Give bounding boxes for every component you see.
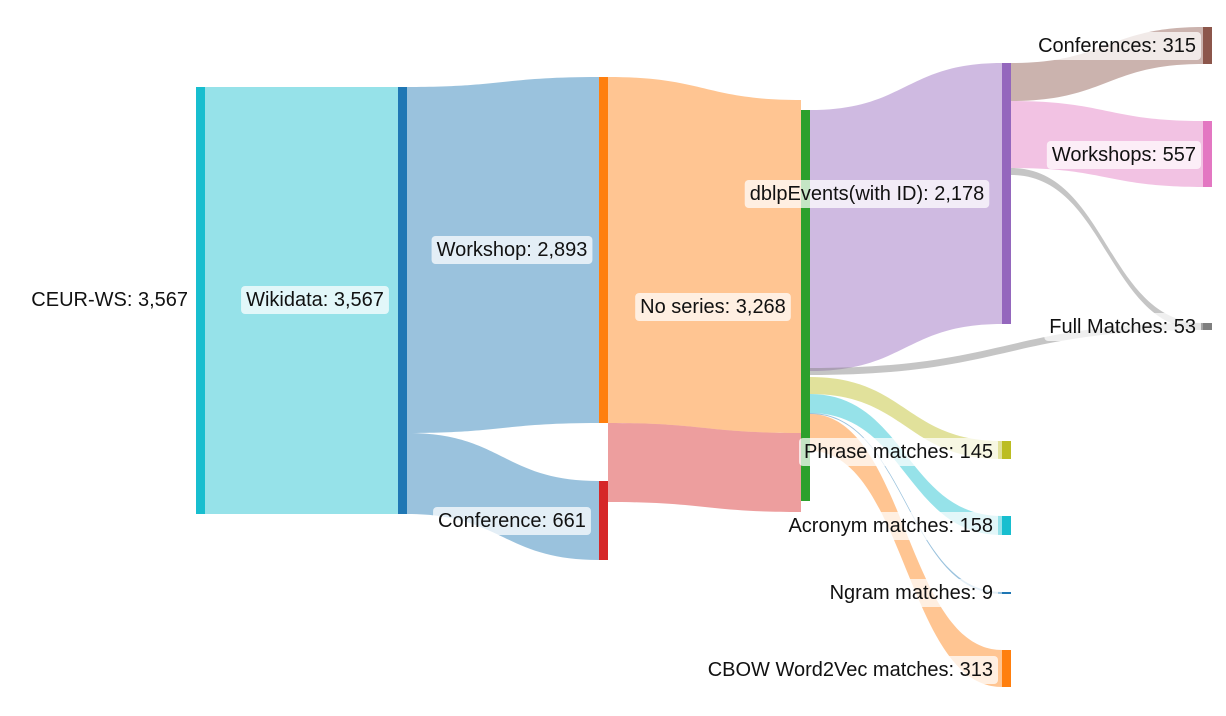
- label-background: [241, 286, 389, 314]
- label-background: [1046, 141, 1201, 169]
- node-ceur: [196, 87, 205, 514]
- link-noseries-to-cbow: [810, 414, 1002, 687]
- node-label-fullmatches: Full Matches: 53: [1049, 316, 1196, 338]
- label-background: [783, 512, 998, 540]
- link-wikidata-to-conference: [407, 433, 599, 560]
- link-workshop-to-noseries: [608, 77, 801, 433]
- node-label-phrase: Phrase matches: 145: [804, 441, 993, 463]
- sankey-nodes: [196, 27, 1212, 687]
- label-background: [431, 236, 593, 264]
- link-conference-to-noseries: [608, 423, 801, 512]
- link-noseries-to-ngram: [810, 413, 1002, 594]
- node-workshops: [1203, 121, 1212, 187]
- label-background: [635, 293, 791, 321]
- link-dblp-to-fullmatches: [1011, 168, 1203, 330]
- node-label-conference: Conference: 661: [438, 510, 586, 532]
- label-background: [1044, 313, 1201, 341]
- node-conferences: [1203, 27, 1212, 64]
- node-ngram: [1002, 592, 1011, 594]
- node-fullmatches: [1203, 323, 1212, 330]
- label-background: [744, 180, 990, 208]
- node-cbow: [1002, 650, 1011, 687]
- node-wikidata: [398, 87, 407, 514]
- node-noseries: [801, 110, 810, 501]
- node-label-ngram: Ngram matches: 9: [830, 582, 993, 604]
- node-label-ceur: CEUR-WS: 3,567: [31, 289, 188, 311]
- link-noseries-to-dblp: [810, 63, 1002, 371]
- label-background: [1033, 32, 1201, 60]
- label-background: [799, 438, 998, 466]
- node-conference: [599, 481, 608, 560]
- label-background: [26, 286, 193, 314]
- node-label-workshop: Workshop: 2,893: [437, 239, 588, 261]
- link-noseries-to-fullmatches: [810, 323, 1203, 375]
- node-label-wikidata: Wikidata: 3,567: [246, 289, 384, 311]
- label-background: [702, 656, 998, 684]
- node-workshop: [599, 77, 608, 423]
- node-dblp: [1002, 63, 1011, 324]
- sankey-links: [205, 27, 1203, 687]
- label-background: [824, 579, 998, 607]
- node-label-workshops: Workshops: 557: [1052, 144, 1196, 166]
- sankey-labels: CEUR-WS: 3,567 Wikidata: 3,567 Workshop:…: [26, 32, 1201, 684]
- node-label-noseries: No series: 3,268: [640, 296, 786, 318]
- node-label-cbow: CBOW Word2Vec matches: 313: [708, 659, 993, 681]
- node-acronym: [1002, 516, 1011, 535]
- node-label-dblp: dblpEvents(with ID): 2,178: [750, 183, 985, 205]
- label-background: [433, 507, 591, 535]
- node-label-acronym: Acronym matches: 158: [788, 515, 993, 537]
- node-label-conferences: Conferences: 315: [1038, 35, 1196, 57]
- node-phrase: [1002, 441, 1011, 459]
